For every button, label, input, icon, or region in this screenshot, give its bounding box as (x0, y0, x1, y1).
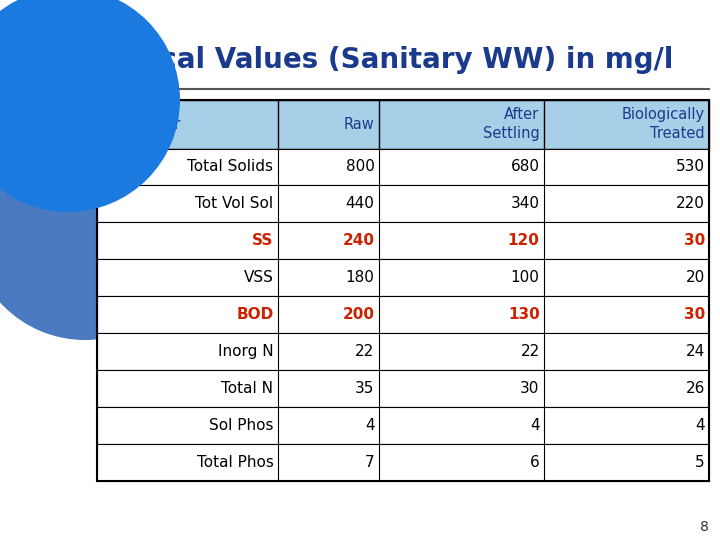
Bar (97, 296, 709, 333)
Text: 180: 180 (346, 271, 374, 286)
Text: 530: 530 (676, 159, 705, 174)
Text: Parameter: Parameter (104, 117, 181, 132)
Text: Typical Values (Sanitary WW) in mg/l: Typical Values (Sanitary WW) in mg/l (97, 46, 674, 74)
Text: Total N: Total N (222, 381, 274, 396)
Text: 22: 22 (355, 345, 374, 360)
Text: 680: 680 (510, 159, 540, 174)
Text: 240: 240 (343, 233, 374, 248)
Text: 24: 24 (685, 345, 705, 360)
Text: 220: 220 (676, 197, 705, 212)
Text: 5: 5 (696, 455, 705, 470)
Text: 6: 6 (530, 455, 540, 470)
Bar (97, 186, 709, 222)
Text: After
Settling: After Settling (483, 107, 540, 141)
Text: 4: 4 (696, 418, 705, 434)
Bar (97, 444, 709, 482)
Text: 8: 8 (701, 519, 709, 534)
Text: 120: 120 (508, 233, 540, 248)
Text: 4: 4 (530, 418, 540, 434)
Text: VSS: VSS (243, 271, 274, 286)
Text: 20: 20 (685, 271, 705, 286)
Text: 26: 26 (685, 381, 705, 396)
Text: SS: SS (252, 233, 274, 248)
Bar (97, 370, 709, 408)
Text: 22: 22 (521, 345, 540, 360)
Text: 800: 800 (346, 159, 374, 174)
Text: Sol Phos: Sol Phos (209, 418, 274, 434)
Text: 100: 100 (510, 271, 540, 286)
Text: 30: 30 (683, 307, 705, 322)
Text: 440: 440 (346, 197, 374, 212)
Bar (97, 148, 709, 186)
Text: Total Phos: Total Phos (197, 455, 274, 470)
Text: 35: 35 (355, 381, 374, 396)
Bar (97, 408, 709, 444)
Bar (97, 222, 709, 260)
Text: Inorg N: Inorg N (217, 345, 274, 360)
Text: 30: 30 (683, 233, 705, 248)
Text: 30: 30 (521, 381, 540, 396)
Text: Biologically
Treated: Biologically Treated (622, 107, 705, 141)
Text: 4: 4 (365, 418, 374, 434)
Bar (97, 100, 709, 149)
Bar (97, 333, 709, 370)
Text: 7: 7 (365, 455, 374, 470)
Text: 340: 340 (510, 197, 540, 212)
Text: BOD: BOD (236, 307, 274, 322)
Text: Tot Vol Sol: Tot Vol Sol (195, 197, 274, 212)
Text: Raw: Raw (343, 117, 374, 132)
Text: 130: 130 (508, 307, 540, 322)
Text: Total Solids: Total Solids (187, 159, 274, 174)
Text: 200: 200 (343, 307, 374, 322)
Bar (97, 260, 709, 296)
